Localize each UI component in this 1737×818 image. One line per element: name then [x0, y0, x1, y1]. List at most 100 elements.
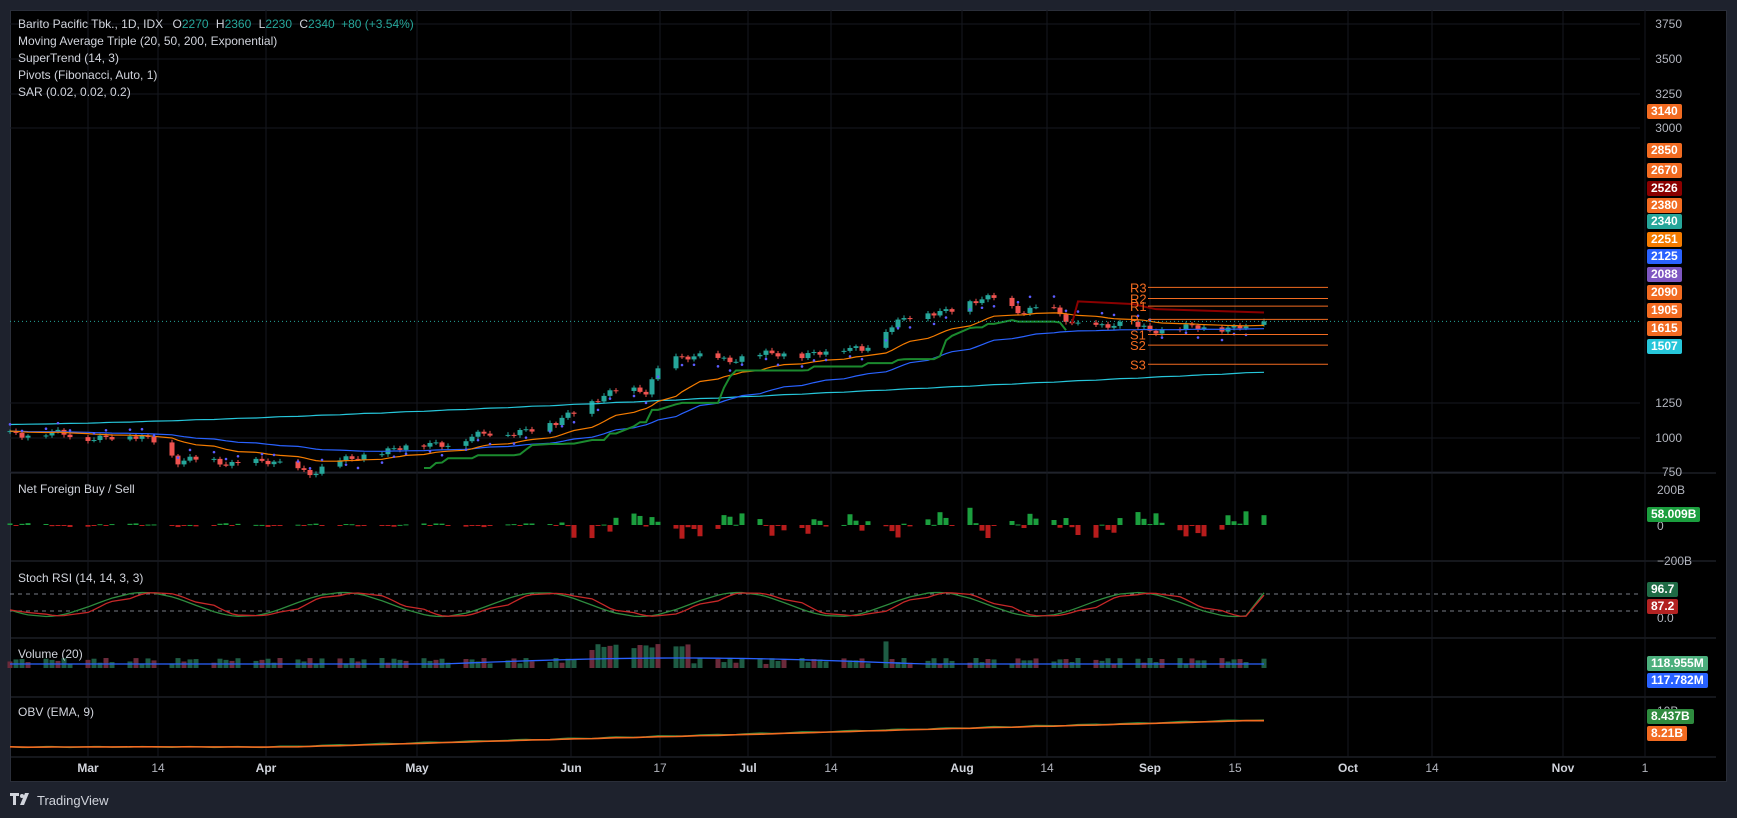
volume-ma-tag: 117.782M	[1647, 673, 1708, 688]
net-foreign-bar	[529, 523, 535, 525]
volume-bar	[313, 663, 319, 668]
candle-body	[1117, 321, 1123, 326]
candle-body	[445, 445, 451, 447]
net-foreign-bar	[727, 516, 733, 525]
sar-dot	[44, 427, 48, 431]
indicator-pivots[interactable]: Pivots (Fibonacci, Auto, 1)	[18, 68, 158, 82]
candle-body	[907, 318, 913, 320]
volume-bar	[943, 658, 949, 668]
pane-label-stoch-rsi[interactable]: Stoch RSI (14, 14, 3, 3)	[18, 571, 144, 585]
sar-dot	[596, 408, 600, 412]
stoch-k-tag: 96.7	[1647, 582, 1679, 597]
volume-bar	[487, 663, 493, 668]
volume-bar	[343, 663, 349, 668]
pane-label-obv[interactable]: OBV (EMA, 9)	[18, 705, 95, 719]
candle-body	[397, 448, 403, 450]
sar-dot	[428, 450, 432, 453]
candle-body	[901, 318, 907, 320]
net-foreign-bar	[55, 525, 61, 526]
net-foreign-bar	[1009, 520, 1015, 525]
net-foreign-bar	[1057, 525, 1063, 528]
volume-bar	[217, 658, 223, 668]
volume-bar	[697, 658, 703, 668]
net-foreign-bar	[559, 522, 565, 525]
candle-body	[487, 433, 493, 436]
open-label: O	[172, 17, 182, 31]
candle-body	[775, 353, 781, 357]
high-value: 2360	[224, 17, 252, 31]
volume-bar	[379, 658, 385, 668]
net-foreign-bar	[343, 524, 349, 526]
indicator-ma-triple[interactable]: Moving Average Triple (20, 50, 200, Expo…	[18, 34, 278, 48]
net-foreign-bar	[1243, 511, 1249, 525]
brand[interactable]: TradingView	[10, 792, 109, 808]
sar-dot	[56, 421, 60, 425]
pivot-label-s3: S3	[1130, 357, 1146, 372]
candle-body	[1111, 325, 1117, 328]
net-foreign-bar	[607, 525, 613, 532]
stoch-k-line	[9, 591, 1265, 618]
volume-bar	[805, 662, 811, 668]
volume-bar	[7, 661, 13, 668]
date-axis-tick: Oct	[1338, 761, 1358, 775]
candle-body	[649, 379, 655, 395]
candle-body	[817, 352, 823, 355]
volume-bar	[559, 662, 565, 668]
chart-frame[interactable]	[10, 10, 1727, 782]
date-axis-tick: 17	[653, 761, 667, 775]
net-foreign-bar	[223, 523, 229, 525]
volume-bar	[529, 661, 535, 668]
candle-body	[679, 356, 685, 358]
candle-body	[49, 431, 55, 436]
candle-body	[973, 301, 979, 304]
candle-body	[931, 313, 937, 316]
price-tag-2090: 2090	[1647, 285, 1682, 300]
pivot-label-r1: R1	[1130, 299, 1147, 314]
net-foreign-bar	[637, 515, 643, 525]
date-axis-tick: 14	[151, 761, 165, 775]
sar-dot	[680, 363, 684, 367]
obv-tag: 8.437B	[1647, 709, 1694, 724]
indicator-sar[interactable]: SAR (0.02, 0.02, 0.2)	[18, 85, 131, 99]
net-foreign-bar	[433, 523, 439, 525]
candle-body	[427, 442, 433, 447]
pivot-label-r3: R3	[1130, 280, 1147, 295]
sar-dot	[20, 429, 24, 433]
indicator-supertrend[interactable]: SuperTrend (14, 3)	[18, 51, 119, 65]
net-foreign-bar	[19, 523, 25, 525]
candle-body	[169, 442, 175, 456]
net-foreign-bar	[943, 517, 949, 525]
volume-bar	[127, 661, 133, 668]
volume-bar	[1105, 658, 1111, 668]
net-foreign-bar	[991, 525, 997, 526]
sar-dot	[1184, 331, 1188, 334]
pane-label-volume[interactable]: Volume (20)	[18, 647, 83, 661]
candle-body	[685, 356, 691, 360]
sar-dot	[8, 423, 12, 426]
net-foreign-bar	[265, 525, 271, 527]
net-foreign-bar	[511, 524, 517, 526]
sar-dot	[140, 427, 144, 431]
volume-bar	[1261, 658, 1267, 668]
volume-bar	[595, 644, 601, 668]
sar-dot	[212, 450, 216, 454]
candle-body	[277, 461, 283, 463]
pane-label-net-foreign[interactable]: Net Foreign Buy / Sell	[18, 482, 135, 496]
sar-dot	[860, 357, 864, 361]
symbol-legend[interactable]: Barito Pacific Tbk., 1D, IDX O2270 H2360…	[18, 17, 414, 31]
net-foreign-bar	[1063, 518, 1069, 525]
volume-bar	[931, 658, 937, 668]
sar-dot	[176, 456, 180, 459]
volume-bar	[1147, 658, 1153, 668]
volume-bar	[673, 646, 679, 668]
net-foreign-bar	[1027, 513, 1033, 525]
open-value: 2270	[181, 17, 209, 31]
date-axis-tick: Nov	[1552, 761, 1575, 775]
volume-bar	[775, 660, 781, 668]
sar-dot	[1028, 295, 1032, 299]
sar-dot	[848, 355, 852, 358]
candle-body	[1189, 324, 1195, 326]
volume-bar	[655, 644, 661, 668]
volume-bar	[1225, 661, 1231, 668]
